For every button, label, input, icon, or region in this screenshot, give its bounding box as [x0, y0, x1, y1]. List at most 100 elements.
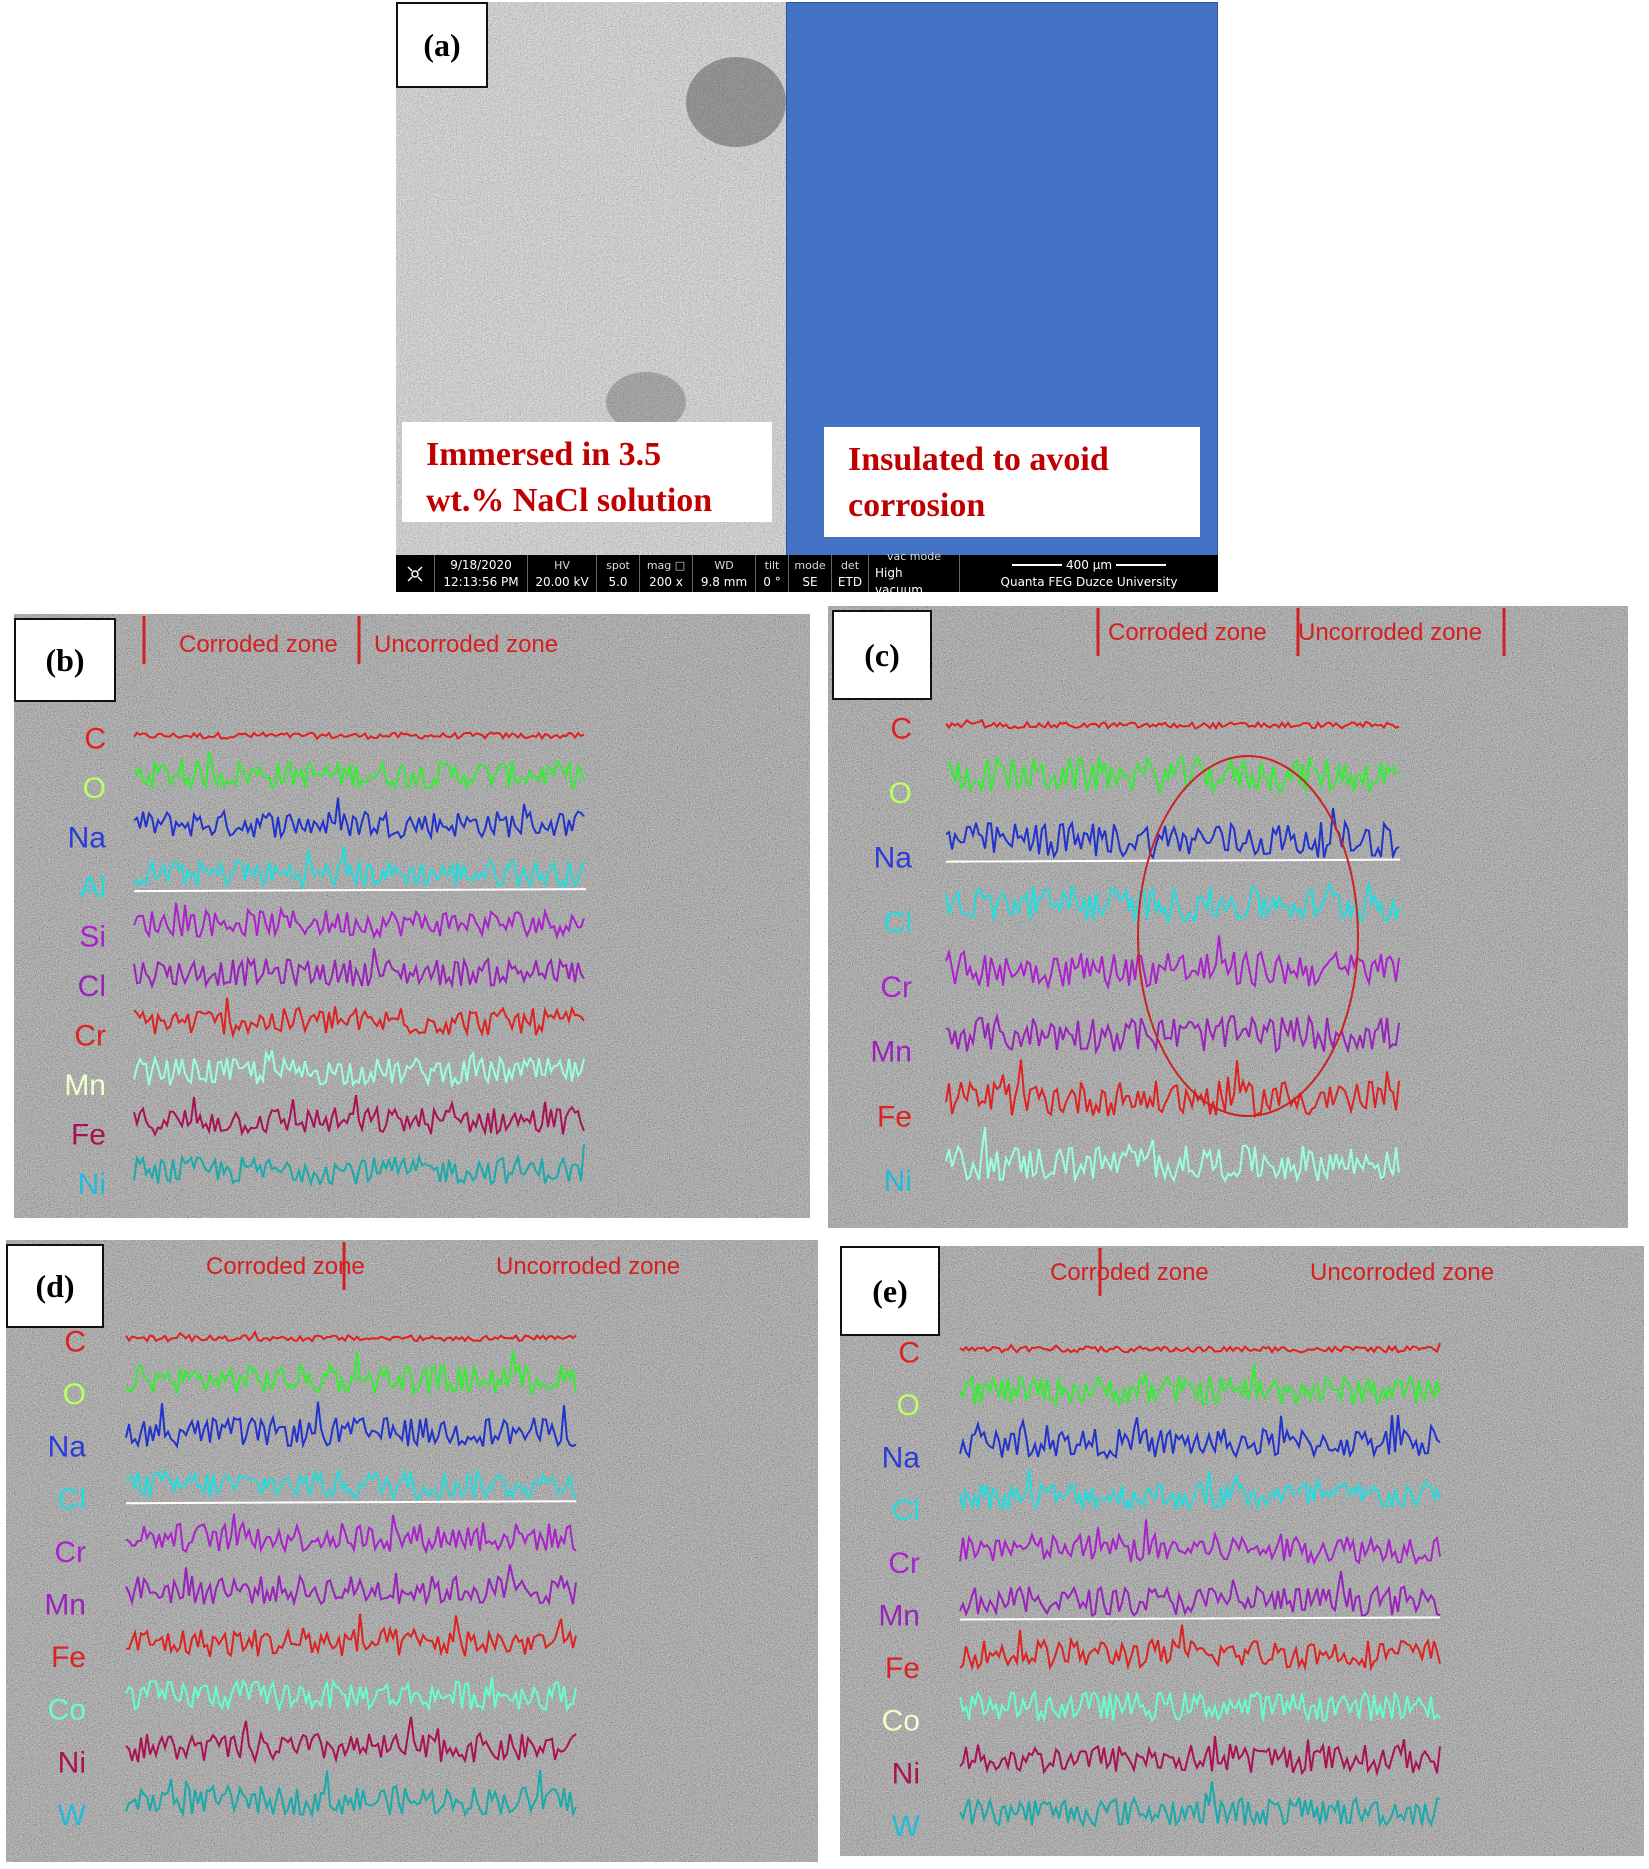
panel-b: Corroded zone Uncorroded zone C O Na Al Si Cl Cr… — [14, 614, 810, 1218]
element-label-w: W — [58, 1799, 87, 1832]
panel-label-e: (e) — [840, 1246, 940, 1336]
databar-det-label: det — [840, 558, 860, 572]
element-label-cl: Cl — [58, 1483, 86, 1516]
element-label-o: O — [83, 772, 106, 805]
element-label-na: Na — [874, 842, 913, 875]
panel-label-a: (a) — [396, 2, 488, 88]
element-label-w: W — [892, 1810, 921, 1843]
trace-o — [125, 1350, 577, 1396]
trace-ni — [945, 1126, 1400, 1184]
databar-spot: 5.0 — [608, 574, 628, 589]
databar-date: 9/18/2020 — [450, 557, 512, 572]
databar-mag: 200 x — [649, 574, 683, 589]
panel-label-b-text: (b) — [45, 641, 85, 678]
trace-cl — [125, 1467, 577, 1502]
element-label-cr: Cr — [880, 971, 912, 1004]
trace-si — [133, 902, 585, 940]
trace-cr — [945, 935, 1400, 991]
element-label-c: C — [898, 1336, 920, 1369]
immersed-note-line1: Immersed in 3.5 — [426, 436, 662, 473]
panel-label-a-text: (a) — [423, 26, 461, 63]
element-label-mn: Mn — [878, 1599, 920, 1632]
element-label-si: Si — [79, 921, 106, 954]
sem-databar: 9/18/2020 12:13:56 PM HV 20.00 kV spot 5.0 … — [396, 550, 1218, 592]
trace-ni — [125, 1716, 577, 1765]
trace-mn — [945, 1012, 1400, 1056]
element-label-cl: Cl — [884, 906, 912, 939]
trace-mn — [125, 1564, 577, 1607]
trace-c — [125, 1329, 577, 1344]
element-label-fe: Fe — [71, 1119, 106, 1152]
chloride-region-ellipse — [1137, 755, 1359, 1117]
databar-mode-label: mode — [794, 558, 826, 572]
trace-mn — [133, 1049, 585, 1089]
trace-c — [959, 1342, 1441, 1355]
element-label-na: Na — [882, 1442, 921, 1475]
trace-al — [133, 846, 585, 891]
panel-c: Corroded zone Uncorroded zone C O Na Cl Cr Mn Fe… — [828, 606, 1628, 1228]
element-label-cr: Cr — [54, 1536, 86, 1569]
element-label-co: Co — [48, 1694, 86, 1727]
element-label-c: C — [84, 723, 106, 756]
zone-label-uncorroded: Uncorroded zone — [1310, 1259, 1494, 1286]
element-label-ni: Ni — [78, 1168, 106, 1201]
fei-logo-icon — [396, 555, 434, 592]
element-label-ni: Ni — [892, 1757, 920, 1790]
scan-line — [945, 858, 1401, 863]
trace-w — [125, 1769, 577, 1819]
scan-line — [959, 1616, 1441, 1621]
trace-cr — [133, 997, 585, 1039]
panel-label-d: (d) — [6, 1244, 104, 1328]
element-label-ni: Ni — [58, 1746, 86, 1779]
element-label-c: C — [890, 712, 912, 745]
trace-co — [959, 1689, 1441, 1724]
immersed-note: Immersed in 3.5 wt.% NaCl solution — [402, 422, 772, 522]
trace-c — [133, 731, 585, 741]
element-label-co: Co — [882, 1705, 920, 1738]
element-label-na: Na — [68, 822, 107, 855]
zone-label-corroded: Corroded zone — [1050, 1259, 1209, 1286]
databar-det: ETD — [837, 574, 863, 589]
trace-cl — [133, 947, 585, 990]
databar-vac: High vacuum — [875, 566, 923, 592]
trace-na — [959, 1414, 1441, 1460]
panel-d: Corroded zone Uncorroded zone C O Na Cl Cr Mn Fe… — [6, 1240, 818, 1862]
databar-time: 12:13:56 PM — [443, 574, 519, 589]
databar-tilt-label: tilt — [764, 558, 780, 572]
element-label-cl: Cl — [78, 970, 106, 1003]
databar-tilt: 0 ° — [763, 574, 781, 589]
databar-vac-label: vac mode — [887, 550, 941, 563]
trace-ni — [959, 1735, 1441, 1777]
trace-fe — [945, 1059, 1400, 1119]
scale-bar-label: 400 µm — [1065, 557, 1113, 572]
element-label-o: O — [63, 1378, 86, 1411]
trace-fe — [126, 1613, 577, 1658]
panel-label-c-text: (c) — [864, 636, 900, 673]
zone-label-corroded: Corroded zone — [1108, 619, 1267, 646]
trace-o — [945, 755, 1400, 796]
insulated-note-line1: Insulated to avoid — [848, 441, 1109, 478]
scale-bar: 400 µm — [1011, 557, 1167, 574]
scan-line — [125, 1500, 577, 1505]
databar-hv-label: HV — [554, 558, 570, 572]
zone-label-uncorroded: Uncorroded zone — [374, 631, 558, 658]
element-label-na: Na — [48, 1431, 87, 1464]
trace-ni — [133, 1144, 585, 1188]
element-label-ni: Ni — [884, 1165, 912, 1198]
trace-na — [125, 1401, 577, 1449]
zone-label-uncorroded: Uncorroded zone — [496, 1253, 680, 1280]
linescan-d: Corroded zone Uncorroded zone CO Na Cl Cr Mn Fe… — [6, 1240, 818, 1862]
trace-fe — [133, 1094, 585, 1137]
trace-cl — [959, 1468, 1441, 1512]
databar-instrument: Quanta FEG Duzce University — [1000, 574, 1178, 589]
insulated-note: Insulated to avoid corrosion — [824, 427, 1200, 537]
trace-o — [133, 751, 585, 791]
databar-mode: SE — [802, 574, 818, 589]
trace-w — [959, 1781, 1441, 1829]
databar-hv: 20.00 kV — [535, 574, 589, 589]
trace-cr — [959, 1519, 1441, 1566]
element-label-o: O — [889, 777, 912, 810]
insulated-note-line2: corrosion — [848, 487, 986, 524]
trace-na — [133, 797, 585, 841]
element-label-mn: Mn — [44, 1588, 86, 1621]
